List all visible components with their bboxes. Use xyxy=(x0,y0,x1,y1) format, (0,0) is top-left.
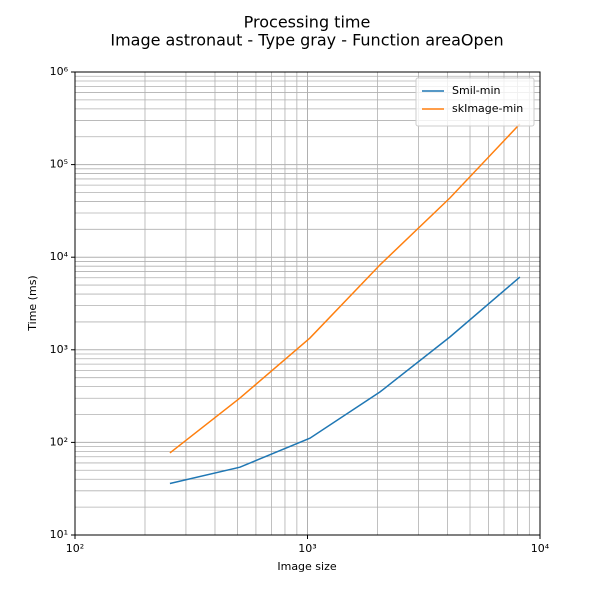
y-axis-label: Time (ms) xyxy=(26,275,39,331)
y-tick-label: 10⁵ xyxy=(50,158,68,171)
y-tick-label: 10³ xyxy=(50,343,68,356)
y-tick-label: 10⁴ xyxy=(50,250,69,263)
series-line xyxy=(169,276,521,485)
chart-subtitle: Image astronaut - Type gray - Function a… xyxy=(110,31,503,50)
series-line xyxy=(169,123,521,454)
chart-title: Processing time xyxy=(244,13,371,32)
plot-frame xyxy=(74,71,541,536)
x-tick-label: 10³ xyxy=(298,542,316,555)
y-tick-label: 10⁶ xyxy=(50,65,69,78)
x-tick-label: 10⁴ xyxy=(531,542,550,555)
legend-label: Smil-min xyxy=(452,84,501,97)
x-axis-label: Image size xyxy=(277,560,337,573)
y-tick-label: 10² xyxy=(50,435,68,448)
legend-box xyxy=(415,77,535,127)
legend-label: skImage-min xyxy=(452,102,523,115)
x-tick-label: 10² xyxy=(66,542,84,555)
y-tick-label: 10¹ xyxy=(50,528,68,541)
